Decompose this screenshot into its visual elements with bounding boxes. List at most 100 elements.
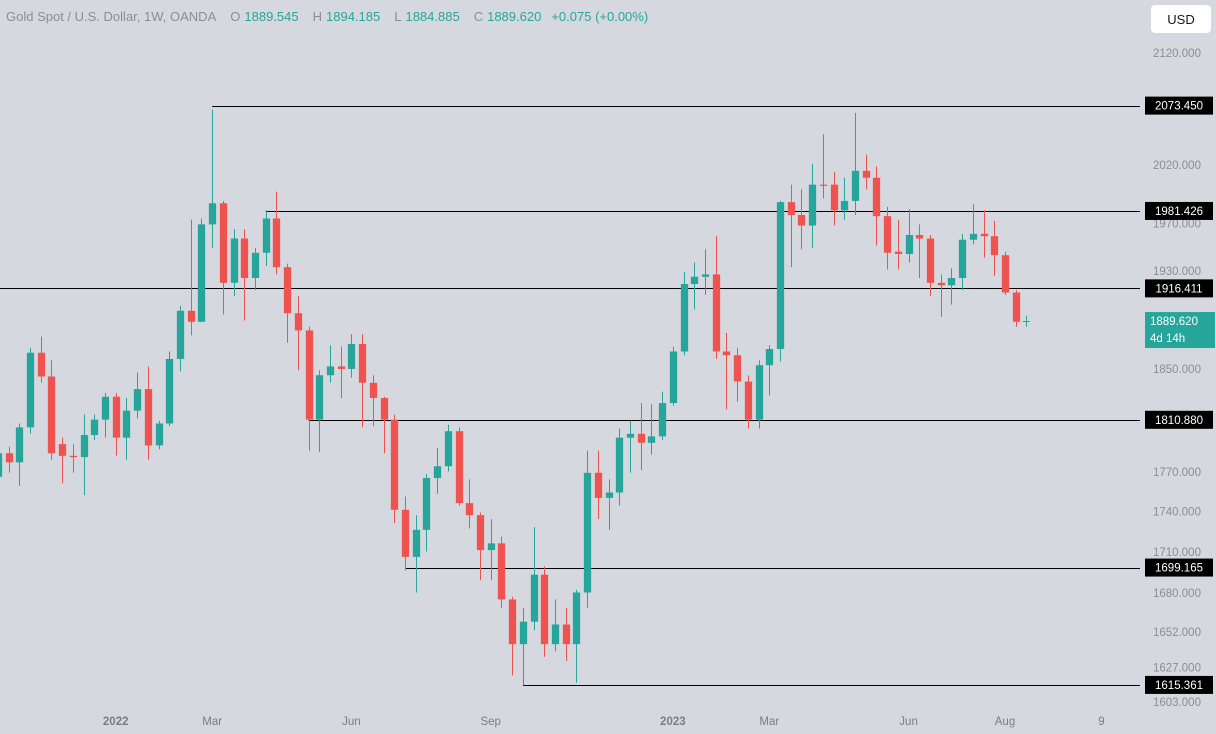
last-price-label: 1889.620 (1150, 316, 1198, 328)
candle-body (647, 436, 656, 443)
candle-body (444, 431, 453, 467)
level-label-box (1145, 201, 1213, 220)
candle-body (615, 437, 624, 493)
candle-body (47, 376, 56, 454)
candle-body (530, 574, 539, 622)
candle-body (540, 574, 549, 645)
price-change: +0.075 (+0.00%) (551, 9, 649, 24)
candle-body (701, 274, 710, 277)
x-tick-label: Mar (202, 716, 222, 728)
last-price-box (1145, 312, 1215, 349)
candle-body (412, 529, 421, 557)
candle-body (572, 592, 581, 645)
level-label: 1699.165 (1155, 563, 1203, 575)
candle-body (958, 239, 967, 278)
candle-body (58, 444, 67, 456)
candle-body (926, 238, 935, 283)
candle-body (637, 433, 646, 443)
candle-body (455, 431, 464, 504)
currency-button[interactable]: USD (1151, 5, 1211, 33)
candle-body (680, 284, 689, 352)
candle-body (830, 184, 839, 211)
ohlc-key: L (394, 9, 402, 24)
candle-body (712, 274, 721, 352)
candle-body (851, 170, 860, 201)
candle-body (305, 330, 314, 420)
candle-body (401, 509, 410, 557)
symbol-legend: Gold Spot / U.S. Dollar, 1W, OANDA O 1889… (6, 9, 648, 24)
candle-body (240, 238, 249, 278)
candle-body (894, 251, 903, 255)
candle-body (26, 352, 35, 428)
candle-body (797, 214, 806, 226)
candle-body (476, 515, 485, 551)
candle-body (808, 184, 817, 226)
y-tick-label: 2120.000 (1153, 48, 1201, 60)
candle-body (883, 216, 892, 253)
y-tick-label: 2020.000 (1153, 160, 1201, 172)
x-tick-label: 2022 (103, 716, 129, 728)
ohlc-value: 1884.885 (405, 9, 460, 24)
candle-body (872, 177, 881, 217)
candle-body (5, 453, 14, 463)
candle-body (508, 599, 517, 645)
candle-body (969, 233, 978, 240)
y-tick-label: 1770.000 (1153, 467, 1201, 479)
x-tick-label: Jun (342, 716, 361, 728)
y-tick-label: 1930.000 (1153, 266, 1201, 278)
candle-body (840, 200, 849, 211)
candle-body (605, 492, 614, 498)
candle-body (347, 344, 356, 369)
y-tick-label: 1970.000 (1153, 218, 1201, 230)
candle-body (122, 410, 131, 438)
candle-body (294, 313, 303, 331)
candle-body (112, 396, 121, 438)
candle-body (15, 427, 24, 463)
candle-body (765, 348, 774, 366)
y-tick-label: 1680.000 (1153, 588, 1201, 600)
candle-body (990, 236, 999, 256)
level-label: 1981.426 (1155, 206, 1203, 218)
countdown-label: 4d 14h (1150, 333, 1185, 345)
candle-body (551, 624, 560, 645)
level-label-box (1145, 279, 1213, 298)
level-label: 2073.450 (1155, 101, 1203, 113)
candle-body (690, 276, 699, 285)
x-tick-label: 9 (1098, 716, 1104, 728)
level-label: 1615.361 (1155, 680, 1203, 692)
y-tick-label: 1627.000 (1153, 662, 1201, 674)
candle-body (776, 202, 785, 349)
candle-body (101, 396, 110, 420)
candle-body (744, 381, 753, 420)
level-label: 1916.411 (1155, 283, 1202, 295)
candle-body (722, 351, 731, 356)
candle-body (144, 389, 153, 446)
candle-body (787, 202, 796, 215)
candle-body (915, 234, 924, 239)
symbol-title: Gold Spot / U.S. Dollar, 1W, OANDA (6, 9, 217, 24)
candle-body (733, 355, 742, 382)
candle-body (1001, 255, 1010, 293)
candle-body (433, 466, 442, 479)
candle-body (219, 203, 228, 283)
candle-body (358, 344, 367, 383)
candle-body (669, 351, 678, 404)
candle-body (165, 358, 174, 424)
candle-body (80, 435, 89, 458)
candle-body (862, 170, 871, 178)
candle-body (562, 624, 571, 645)
level-label-box (1145, 96, 1213, 115)
ohlc-key: O (230, 9, 241, 24)
candle-body (37, 352, 46, 377)
candle-body (251, 252, 260, 278)
ohlc-value: 1889.620 (487, 9, 542, 24)
level-label-box (1145, 675, 1213, 694)
candle-body (519, 621, 528, 645)
candle-body (262, 218, 271, 253)
candle-body (187, 310, 196, 322)
candle-body (337, 366, 346, 369)
candle-body (69, 455, 78, 458)
candle-body (937, 282, 946, 286)
